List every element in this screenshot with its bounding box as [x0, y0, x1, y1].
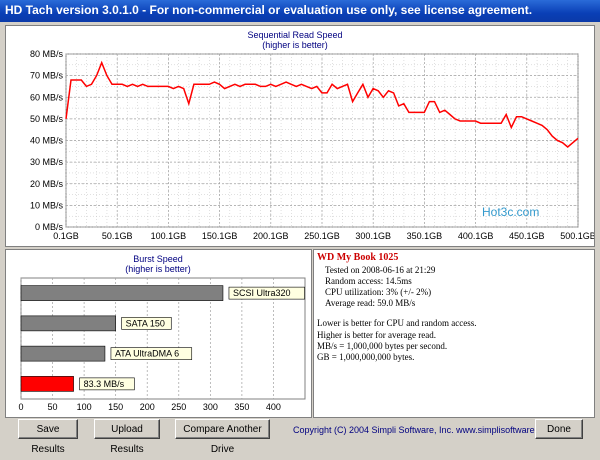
- bar-label-box: [228, 286, 305, 300]
- burst-speed-chart: Burst Speed (higher is better) 0 50 100 150…: [18, 254, 306, 412]
- window-title: HD Tach version 3.0.1.0 - For non-commer…: [5, 3, 533, 17]
- burst-bar: [20, 376, 74, 392]
- y-tick-label: 30 MB/s: [30, 157, 64, 167]
- watermark: Hot3c.com: [482, 205, 539, 219]
- y-tick-label: 50 MB/s: [30, 114, 64, 124]
- x-tick-label: 250.1GB: [304, 231, 340, 241]
- sequential-read-panel: Sequential Read Speed (higher is better)…: [5, 25, 596, 247]
- burst-bar: [20, 345, 106, 362]
- x-tick-label: 450.1GB: [509, 231, 545, 241]
- bar-label-box: [121, 317, 172, 330]
- x-tick-label: 100: [77, 402, 92, 412]
- drive-name: WD My Book 1025: [317, 252, 399, 263]
- cpu-utilization: CPU utilization: 3% (+/- 2%): [325, 287, 432, 297]
- x-tick-label: 350.1GB: [407, 231, 443, 241]
- sequential-read-series-line: [65, 60, 579, 148]
- done-button[interactable]: Done: [535, 419, 583, 439]
- burst-bar: [20, 285, 224, 301]
- chart-title: Burst Speed: [133, 254, 183, 264]
- x-tick-label: 200: [140, 402, 155, 412]
- chart-title: Sequential Read Speed: [247, 30, 342, 40]
- x-tick-label: 500.1GB: [560, 231, 594, 241]
- note-lower-better: Lower is better for CPU and random acces…: [317, 318, 477, 328]
- chart-subtitle: (higher is better): [262, 40, 328, 50]
- average-read: Average read: 59.0 MB/s: [325, 298, 416, 308]
- x-tick-label: 0: [18, 402, 23, 412]
- title-bar[interactable]: HD Tach version 3.0.1.0 - For non-commer…: [0, 0, 600, 22]
- compare-another-drive-button[interactable]: Compare Another Drive: [175, 419, 270, 455]
- random-access: Random access: 14.5ms: [325, 276, 412, 286]
- drive-info-panel: WD My Book 1025 Tested on 2008-06-16 at …: [313, 249, 595, 418]
- y-tick-label: 40 MB/s: [30, 136, 64, 146]
- bar-label-box: [110, 347, 193, 360]
- x-tick-label: 150.1GB: [202, 231, 238, 241]
- y-tick-label: 20 MB/s: [30, 179, 64, 189]
- x-tick-label: 100.1GB: [151, 231, 187, 241]
- y-tick-label: 0 MB/s: [35, 222, 64, 232]
- x-tick-label: 400.1GB: [458, 231, 494, 241]
- chart-subtitle: (higher is better): [125, 264, 191, 274]
- y-tick-label: 10 MB/s: [30, 200, 64, 210]
- save-results-button[interactable]: Save Results: [18, 419, 78, 455]
- x-tick-label: 0.1GB: [53, 231, 79, 241]
- upload-results-button[interactable]: Upload Results: [94, 419, 160, 455]
- x-tick-label: 300: [203, 402, 218, 412]
- x-tick-label: 50.1GB: [102, 231, 133, 241]
- x-tick-label: 50: [48, 402, 58, 412]
- y-tick-label: 60 MB/s: [30, 92, 64, 102]
- bar-label: ATA UltraDMA 6: [115, 349, 179, 359]
- note-higher-better: Higher is better for average read.: [317, 330, 436, 340]
- note-mbps-definition: MB/s = 1,000,000 bytes per second.: [317, 341, 448, 351]
- note-gb-definition: GB = 1,000,000,000 bytes.: [317, 352, 415, 362]
- x-tick-label: 300.1GB: [355, 231, 391, 241]
- x-tick-label: 200.1GB: [253, 231, 289, 241]
- x-tick-label: 400: [266, 402, 281, 412]
- bar-label: SCSI Ultra320: [233, 288, 291, 298]
- x-tick-label: 350: [234, 402, 249, 412]
- y-tick-label: 70 MB/s: [30, 71, 64, 81]
- copyright-link[interactable]: Copyright (C) 2004 Simpli Software, Inc.…: [293, 425, 555, 435]
- y-tick-label: 80 MB/s: [30, 49, 64, 59]
- bar-label: 83.3 MB/s: [84, 379, 125, 389]
- x-tick-label: 150: [108, 402, 123, 412]
- burst-bar: [20, 315, 116, 332]
- bar-label: SATA 150: [126, 318, 165, 328]
- burst-speed-panel: Burst Speed (higher is better) 0 50 100 150…: [5, 249, 312, 418]
- bar-label-box: [79, 377, 135, 391]
- x-tick-label: 250: [171, 402, 186, 412]
- sequential-read-chart: Sequential Read Speed (higher is better)…: [30, 30, 596, 241]
- tested-on: Tested on 2008-06-16 at 21:29: [325, 265, 436, 275]
